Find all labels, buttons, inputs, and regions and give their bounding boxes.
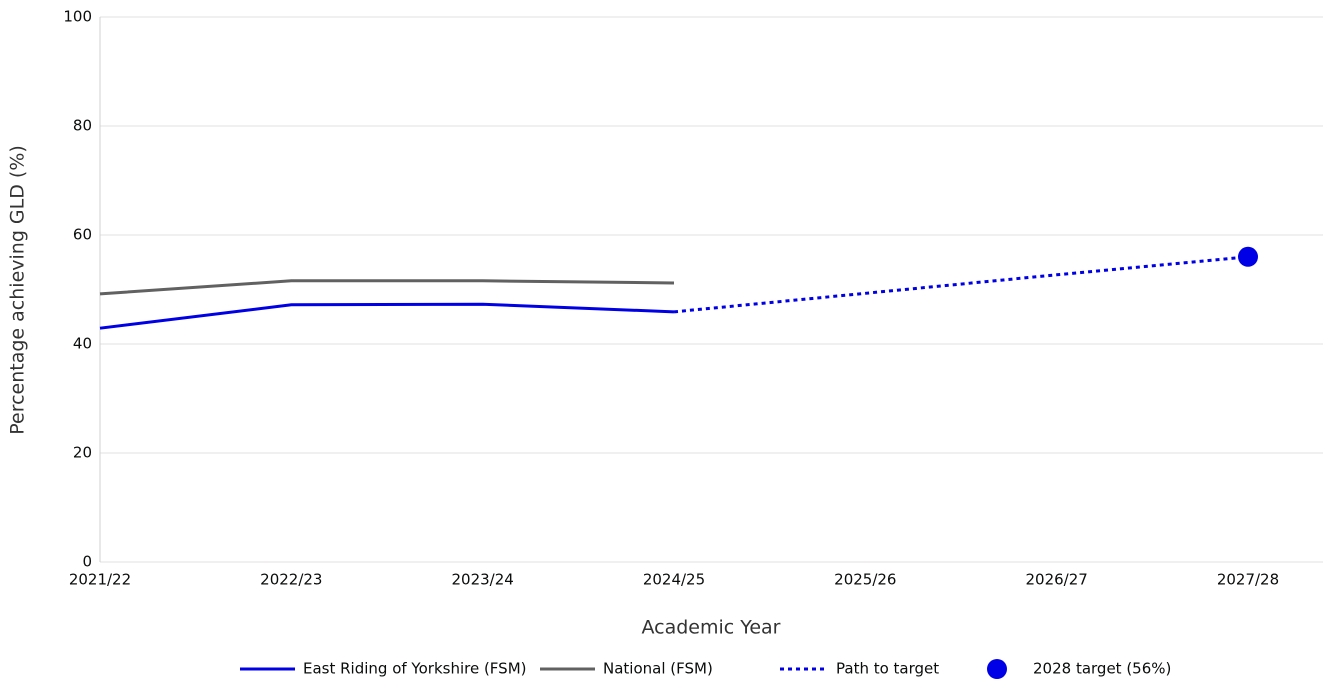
y-tick-label: 20 <box>73 444 92 462</box>
legend-label: National (FSM) <box>603 660 713 678</box>
x-tick-label: 2025/26 <box>834 571 896 589</box>
x-tick-label: 2024/25 <box>643 571 705 589</box>
legend-label: Path to target <box>836 660 939 678</box>
y-tick-label: 100 <box>63 8 92 26</box>
legend-marker <box>987 659 1007 679</box>
x-tick-label: 2022/23 <box>260 571 322 589</box>
x-tick-label: 2026/27 <box>1026 571 1088 589</box>
target-marker <box>1238 246 1258 267</box>
series-line <box>673 255 1249 314</box>
x-tick-label: 2027/28 <box>1217 571 1279 589</box>
x-tick-label: 2021/22 <box>69 571 131 589</box>
legend-label: 2028 target (56%) <box>1033 660 1171 678</box>
series-line <box>99 279 675 296</box>
y-tick-label: 40 <box>73 335 92 353</box>
legend-label: East Riding of Yorkshire (FSM) <box>303 660 527 678</box>
y-tick-label: 80 <box>73 117 92 135</box>
y-tick-label: 60 <box>73 226 92 244</box>
y-tick-label: 0 <box>82 553 92 571</box>
y-axis-title: Percentage achieving GLD (%) <box>7 145 29 435</box>
x-axis-title: Academic Year <box>641 617 780 639</box>
series-line <box>99 302 675 330</box>
x-tick-label: 2023/24 <box>452 571 514 589</box>
